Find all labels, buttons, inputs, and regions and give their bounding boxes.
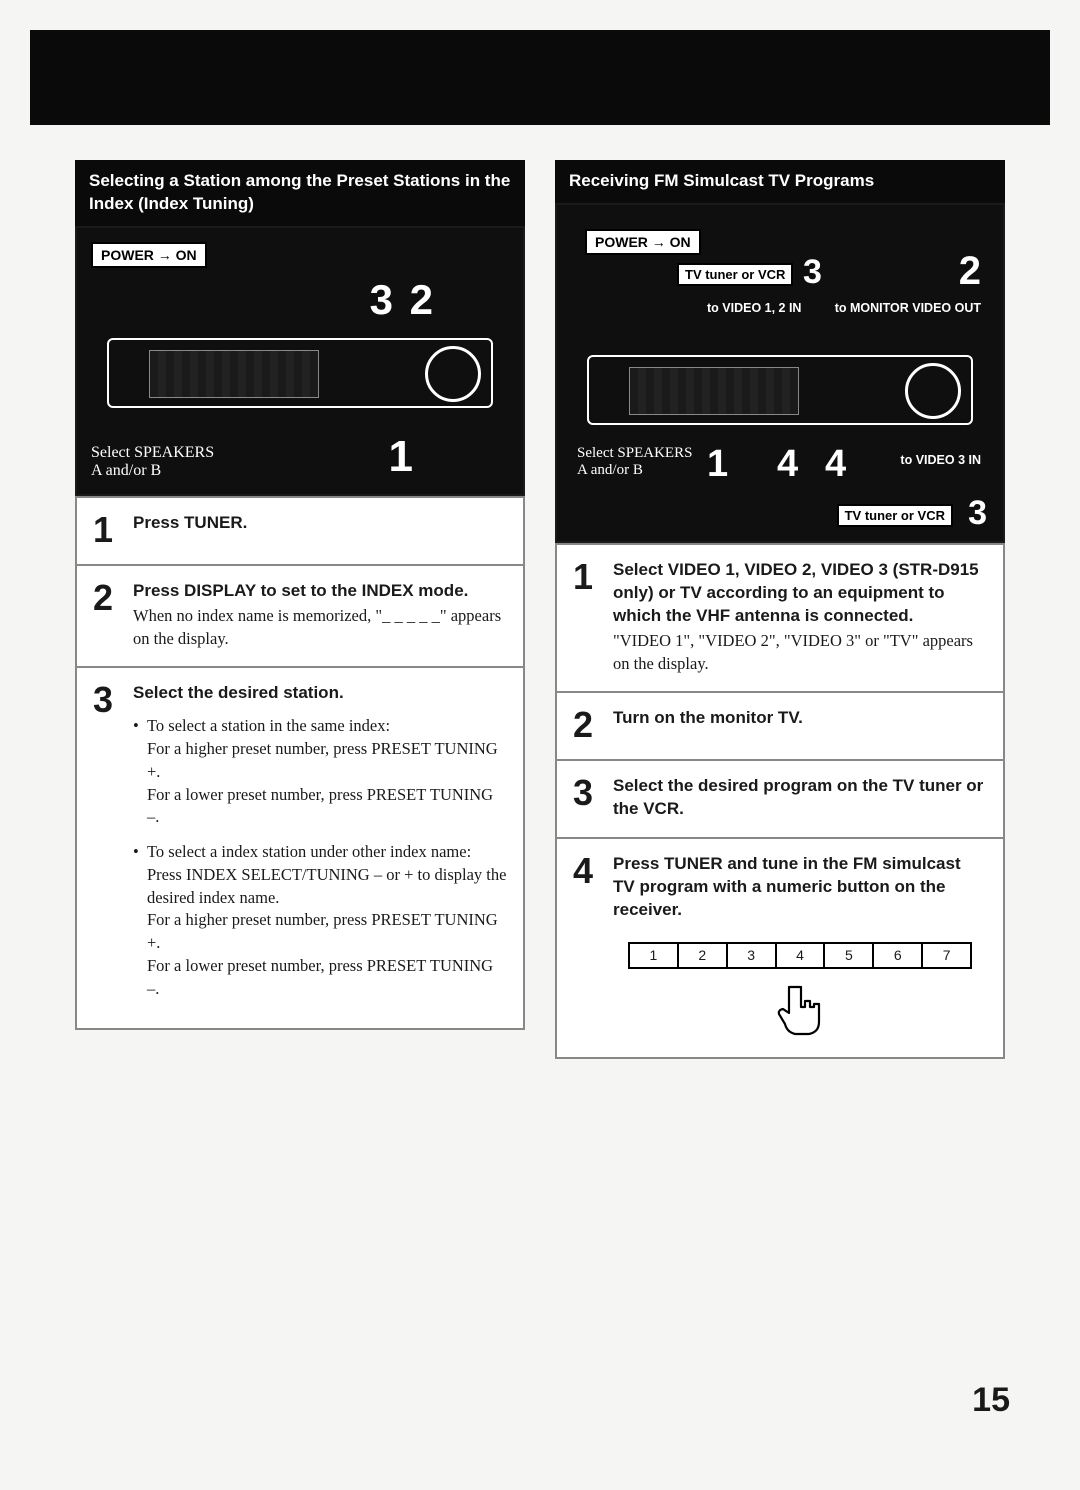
bullet-item: To select a station in the same index: F…	[133, 715, 507, 829]
step-title: Select the desired station.	[133, 682, 507, 705]
left-step-3: 3 Select the desired station. To select …	[75, 666, 525, 1030]
right-step-3: 3 Select the desired program on the TV t…	[555, 759, 1005, 839]
receiver-dial-icon	[905, 363, 961, 419]
left-column: Selecting a Station among the Preset Sta…	[75, 160, 525, 1059]
numeric-button[interactable]: 1	[630, 944, 679, 967]
diagram-num-1: 1	[389, 432, 413, 482]
step-title: Select the desired program on the TV tun…	[613, 775, 987, 821]
left-diagram: POWER → ON 3 2 Select SPEAKERS A and/or …	[75, 226, 525, 496]
receiver-illustration-right	[587, 355, 973, 425]
tuner-vcr-label-bottom: TV tuner or VCR	[837, 504, 953, 527]
left-section-header: Selecting a Station among the Preset Sta…	[75, 160, 525, 226]
receiver-dial-icon	[425, 346, 481, 402]
step-number: 2	[93, 580, 121, 616]
right-step-4: 4 Press TUNER and tune in the FM simulca…	[555, 837, 1005, 1059]
diagram-num-1: 1	[707, 443, 728, 486]
step-title: Turn on the monitor TV.	[613, 707, 987, 730]
step-title: Select VIDEO 1, VIDEO 2, VIDEO 3 (STR-D9…	[613, 559, 987, 628]
to-monitor-label: to MONITOR VIDEO OUT	[835, 301, 981, 315]
numeric-button-strip: 1 2 3 4 5 6 7	[628, 942, 972, 969]
diagram-num-3-top: 3	[803, 253, 822, 292]
power-on-label-left: POWER → ON	[91, 242, 207, 268]
step-bullets: To select a station in the same index: F…	[133, 715, 507, 1000]
numeric-button[interactable]: 7	[923, 944, 970, 967]
to-video12-label: to VIDEO 1, 2 IN	[707, 301, 801, 315]
numeric-button[interactable]: 6	[874, 944, 923, 967]
right-step-1: 1 Select VIDEO 1, VIDEO 2, VIDEO 3 (STR-…	[555, 543, 1005, 693]
numeric-button[interactable]: 4	[777, 944, 826, 967]
receiver-lcd-icon	[629, 367, 799, 415]
receiver-illustration-left	[107, 338, 493, 408]
page-number: 15	[972, 1381, 1010, 1420]
right-diagram: POWER → ON TV tuner or VCR 3 2 to VIDEO …	[555, 203, 1005, 543]
diagram-num-3: 3	[370, 276, 393, 324]
left-step-1: 1 Press TUNER.	[75, 496, 525, 566]
content-columns: Selecting a Station among the Preset Sta…	[75, 160, 1005, 1059]
step-number: 1	[93, 512, 121, 548]
numeric-button[interactable]: 2	[679, 944, 728, 967]
step-title: Press TUNER.	[133, 512, 507, 535]
step-number: 4	[573, 853, 601, 889]
tuner-vcr-label-top: TV tuner or VCR	[677, 263, 793, 286]
top-black-bar	[30, 30, 1050, 125]
step-title: Press TUNER and tune in the FM simulcast…	[613, 853, 987, 922]
step-number: 1	[573, 559, 601, 595]
numeric-button[interactable]: 3	[728, 944, 777, 967]
step-number: 3	[93, 682, 121, 718]
step-number: 2	[573, 707, 601, 743]
diagram-num-2: 2	[959, 249, 981, 294]
step-sub: When no index name is memorized, "_ _ _ …	[133, 605, 507, 651]
left-step-2: 2 Press DISPLAY to set to the INDEX mode…	[75, 564, 525, 668]
speakers-note-left: Select SPEAKERS A and/or B	[91, 444, 214, 480]
diagram-num-3-bottom: 3	[968, 494, 987, 533]
speakers-note-right: Select SPEAKERS A and/or B	[577, 445, 692, 479]
diagram-num-4a: 4	[777, 443, 798, 486]
power-on-label-right: POWER → ON	[585, 229, 701, 255]
step-sub: "VIDEO 1", "VIDEO 2", "VIDEO 3" or "TV" …	[613, 630, 987, 676]
right-step-2: 2 Turn on the monitor TV.	[555, 691, 1005, 761]
step-title: Press DISPLAY to set to the INDEX mode.	[133, 580, 507, 603]
receiver-lcd-icon	[149, 350, 319, 398]
right-section-header: Receiving FM Simulcast TV Programs	[555, 160, 1005, 203]
numeric-button[interactable]: 5	[825, 944, 874, 967]
bullet-item: To select a index station under other in…	[133, 841, 507, 1000]
diagram-num-4b: 4	[825, 443, 846, 486]
diagram-num-2: 2	[410, 276, 433, 324]
hand-pointer-icon	[775, 981, 825, 1041]
to-video3-label: to VIDEO 3 IN	[900, 453, 981, 467]
step-number: 3	[573, 775, 601, 811]
right-column: Receiving FM Simulcast TV Programs POWER…	[555, 160, 1005, 1059]
